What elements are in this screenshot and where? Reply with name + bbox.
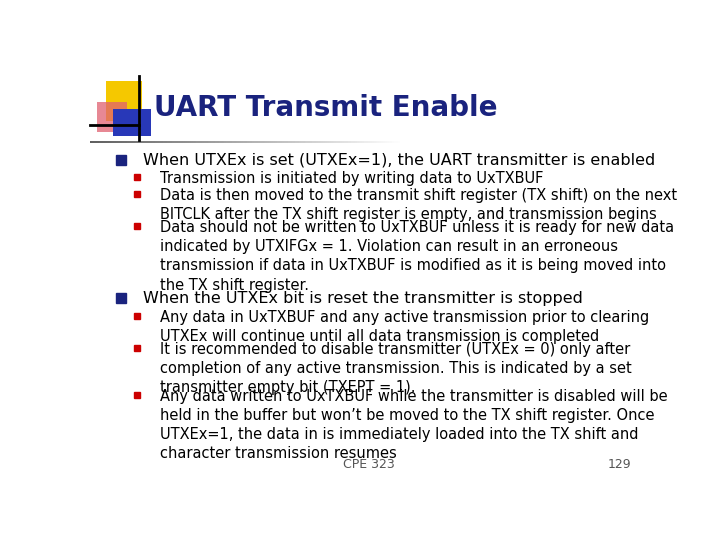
Text: Data should not be written to UxTXBUF unless it is ready for new data
indicated : Data should not be written to UxTXBUF un… [160,220,674,293]
Text: Any data written to UxTXBUF while the transmitter is disabled will be
held in th: Any data written to UxTXBUF while the tr… [160,389,667,462]
Text: CPE 323: CPE 323 [343,458,395,471]
Text: Any data in UxTXBUF and any active transmission prior to clearing
UTXEx will con: Any data in UxTXBUF and any active trans… [160,310,649,344]
Text: 129: 129 [608,458,631,471]
Text: When UTXEx is set (UTXEx=1), the UART transmitter is enabled: When UTXEx is set (UTXEx=1), the UART tr… [143,153,655,168]
Bar [106,82,142,121]
Bar [96,102,127,132]
Text: When the UTXEx bit is reset the transmitter is stopped: When the UTXEx bit is reset the transmit… [143,292,583,307]
Text: UART Transmit Enable: UART Transmit Enable [154,94,498,123]
Bar [114,109,151,136]
Text: Data is then moved to the transmit shift register (TX shift) on the next
BITCLK : Data is then moved to the transmit shift… [160,188,677,222]
Text: It is recommended to disable transmitter (UTXEx = 0) only after
completion of an: It is recommended to disable transmitter… [160,342,631,395]
Text: Transmission is initiated by writing data to UxTXBUF: Transmission is initiated by writing dat… [160,171,543,186]
